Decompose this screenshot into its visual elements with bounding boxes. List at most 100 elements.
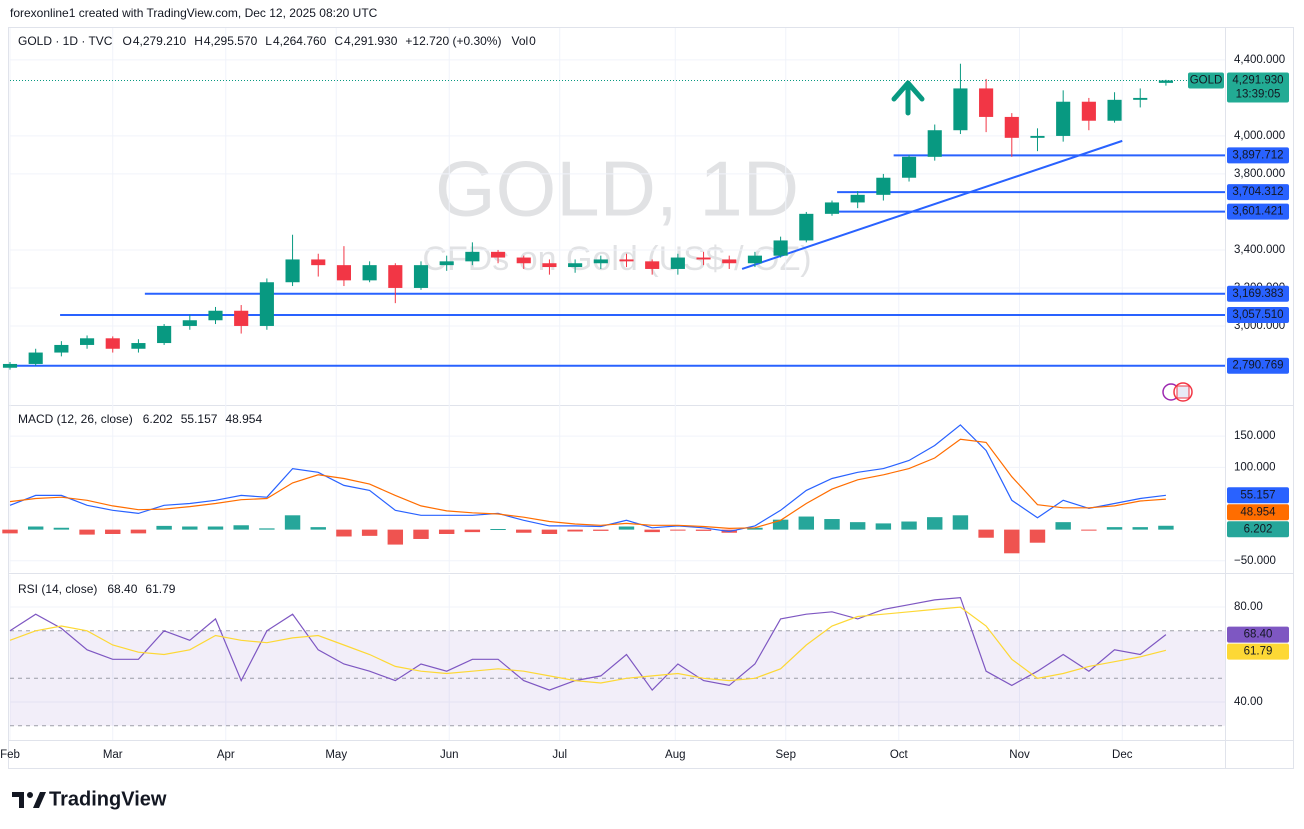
last-value-tag-bg: [1227, 643, 1289, 660]
x-tick-label: Mar: [103, 749, 123, 761]
last-value-tag: 55.157: [1240, 489, 1275, 501]
candle-body: [388, 265, 403, 288]
x-tick-label: Aug: [665, 749, 685, 761]
histogram-bar: [1029, 529, 1046, 543]
histogram-bar: [27, 526, 44, 530]
legend-text: 4,291.930: [344, 34, 398, 48]
watermark: GOLD, 1D CFDs on Gold (US$ / OZ): [422, 145, 811, 278]
candle-body: [1004, 116, 1019, 138]
histogram-bar: [233, 525, 249, 530]
last-value-tag: 48.954: [1240, 506, 1276, 518]
flag-icon: [1162, 382, 1193, 402]
level-label: 3,897.712: [1232, 149, 1283, 161]
symbol-tag-bg: [1188, 72, 1224, 89]
last-value-tag: 6.202: [1244, 523, 1273, 535]
legend-text: 55.157: [181, 412, 218, 426]
histogram-bar: [1158, 525, 1174, 530]
histogram-bar: [824, 519, 840, 530]
y-tick-label: 80.00: [1234, 601, 1263, 613]
candle-body: [619, 259, 634, 262]
histogram-bar: [156, 525, 172, 530]
legend-text: Vol: [511, 34, 528, 48]
histogram-bar: [1106, 527, 1123, 530]
last-value-tag-bg: [1227, 626, 1289, 643]
level-label-bg: [1227, 357, 1289, 374]
candle-body: [542, 263, 557, 268]
histogram-bar: [1055, 522, 1071, 530]
histogram-bar: [798, 516, 815, 530]
histogram-bar: [207, 526, 224, 530]
candle-body: [747, 255, 762, 264]
histogram-bar: [182, 526, 198, 530]
trendline: [741, 139, 1123, 270]
legend-text: 6.202: [143, 412, 173, 426]
x-tick-label: Jul: [552, 749, 567, 761]
histogram-bar: [618, 526, 635, 530]
candle-body: [722, 259, 737, 264]
level-label-bg: [1227, 307, 1289, 324]
last-price-tag: 4,291.930: [1232, 74, 1283, 86]
x-tick-label: Feb: [0, 749, 20, 761]
histogram-bar: [387, 529, 404, 545]
x-tick-label: Jun: [440, 749, 459, 761]
x-tick-label: Apr: [217, 749, 235, 761]
candle-body: [413, 265, 429, 288]
legend-text: +12.720 (+0.30%): [405, 34, 501, 48]
legend-text: 61.79: [145, 582, 175, 596]
histogram-bar: [927, 517, 943, 530]
y-tick-label: 150.000: [1234, 430, 1276, 442]
y-tick-label: 3,400.000: [1234, 244, 1285, 256]
histogram-bar: [1132, 527, 1148, 530]
histogram-bar: [747, 527, 763, 530]
candle-body: [2, 363, 18, 368]
histogram-bar: [490, 529, 506, 531]
histogram-bar: [772, 519, 789, 530]
candle-body: [54, 344, 69, 353]
candle-body: [131, 343, 146, 349]
candle-body: [208, 310, 223, 321]
candle-body: [1056, 101, 1071, 136]
y-tick-label: 4,000.000: [1234, 130, 1285, 142]
histogram-bar: [849, 522, 866, 530]
logo-text: TradingView: [49, 788, 167, 810]
histogram-bar: [593, 529, 609, 531]
legend-text: 68.40: [107, 582, 137, 596]
candle-body: [696, 257, 711, 260]
level-label-bg: [1227, 147, 1289, 164]
watermark-title: GOLD, 1D: [435, 145, 799, 233]
histogram-bar: [952, 515, 969, 530]
level-label-bg: [1227, 285, 1289, 302]
flag: [1176, 385, 1190, 399]
level-label: 3,169.383: [1232, 288, 1283, 300]
y-tick-label: 4,400.000: [1234, 54, 1285, 66]
candle-body: [850, 194, 865, 203]
x-tick-label: May: [325, 749, 347, 761]
histogram-bar: [1081, 529, 1097, 531]
candle-body: [876, 177, 891, 195]
candle-body: [1081, 101, 1096, 121]
legend-text: C: [334, 34, 343, 48]
candle-body: [568, 263, 583, 268]
legend-text: 4,295.570: [204, 34, 258, 48]
last-value-tag-bg: [1227, 487, 1289, 504]
legend-text: L: [265, 34, 272, 48]
legend-text: 48.954: [225, 412, 262, 426]
histogram-bar: [79, 529, 95, 535]
candle-body: [259, 282, 274, 326]
candle-body: [234, 310, 249, 326]
histogram-bar: [1004, 529, 1020, 554]
x-tick-label: Sep: [776, 749, 796, 761]
histogram-bar: [978, 529, 994, 538]
level-label: 2,790.769: [1232, 360, 1283, 372]
y-tick-label: 3,800.000: [1234, 168, 1285, 180]
candle-body: [362, 265, 377, 281]
x-tick-label: Dec: [1112, 749, 1133, 761]
legend-text: RSI (14, close): [18, 582, 97, 596]
level-label: 3,601.421: [1232, 206, 1283, 218]
histogram-bar: [284, 515, 301, 530]
candle-body: [516, 257, 531, 264]
candle-body: [336, 265, 351, 281]
candle-body: [1107, 99, 1122, 121]
level-label-bg: [1227, 184, 1289, 201]
candle-body: [979, 88, 994, 117]
